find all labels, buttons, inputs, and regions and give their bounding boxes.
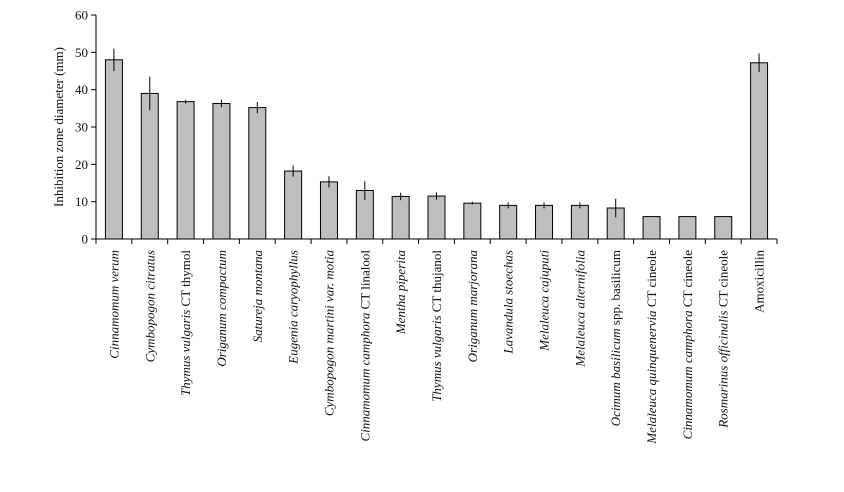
bar	[176, 101, 195, 240]
y-tick-label: 0	[82, 232, 89, 247]
bar	[750, 62, 769, 240]
bar	[212, 102, 231, 240]
category-label: Cinnamomum verum	[106, 250, 121, 359]
y-axis-title: Inhibition zone diameter (mm)	[51, 47, 66, 207]
bar	[714, 216, 733, 240]
category-label: Lavandula stoechas	[501, 250, 516, 355]
category-label: Cymbopogon citratus	[142, 250, 157, 362]
y-tick-label: 30	[75, 120, 88, 135]
bar	[570, 204, 589, 240]
bar	[535, 204, 554, 240]
category-label: Ocimum basilicum spp. basilicum	[608, 250, 623, 426]
bar	[284, 170, 303, 240]
bar	[499, 204, 518, 240]
category-label: Rosmarinus officinalis CT cineole	[716, 250, 731, 429]
bar	[140, 92, 159, 240]
bar	[678, 216, 697, 240]
bar	[104, 59, 123, 240]
bars	[104, 48, 769, 240]
category-label: Cymbopogon martini var. motia	[321, 250, 336, 417]
y-tick-label: 40	[75, 82, 88, 97]
category-label: Thymus vulgaris CT thymol	[178, 250, 193, 396]
bar	[463, 202, 482, 240]
category-label: Satureja montana	[250, 250, 265, 343]
category-label: Origanum compactum	[214, 250, 229, 367]
y-tick-label: 20	[75, 157, 88, 172]
y-tick-label: 10	[75, 194, 88, 209]
bar	[248, 107, 267, 240]
bar	[319, 181, 338, 240]
category-label: Melaleuca alternifolia	[572, 250, 587, 368]
y-tick-label: 60	[75, 8, 88, 23]
bar	[642, 216, 661, 240]
category-label: Cinnamomum camphora CT linalool	[357, 250, 372, 442]
category-label: Eugenia caryophyllus	[286, 250, 301, 365]
bar	[427, 195, 446, 240]
bar	[391, 195, 410, 240]
category-label: Melaleuca cajuputi	[537, 250, 552, 352]
category-label: Cinnamomum camphora CT cineole	[680, 250, 695, 440]
category-label: Mentha piperita	[393, 250, 408, 336]
category-labels: Cinnamomum verum Cymbopogon citratus Thymu…	[106, 250, 766, 445]
category-label: Melaleuca quinquenervia CT cineole	[644, 250, 659, 445]
y-tick-label: 50	[75, 45, 88, 60]
category-label: Origanum marjorana	[465, 250, 480, 363]
category-label: Amoxicillin	[752, 250, 767, 313]
category-label: Thymus vulgaris CT thujanol	[429, 250, 444, 402]
y-axis: 0 10 20 30 40 50 60	[75, 8, 97, 247]
x-axis	[95, 238, 778, 244]
